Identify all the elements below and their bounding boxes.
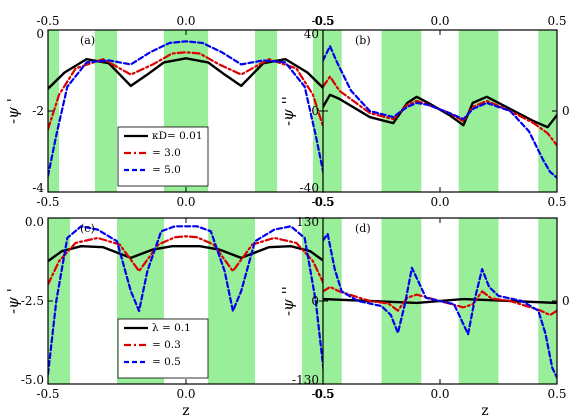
panel-c-x-tick-label-2: 0.5: [314, 387, 333, 401]
panel-a-legend-entry-2: = 5.0: [152, 164, 181, 176]
panel-a-series-2-line: [48, 40, 324, 177]
panel-b-y-tick-label-2: -40: [300, 181, 319, 195]
x-axis-label-bottom-right: z: [481, 403, 488, 419]
panel-c-y-tick-label-1: -2.5: [21, 294, 44, 308]
panel-a-y-tick-label-2: -4: [32, 181, 44, 195]
panel-c-series-group: [48, 225, 324, 376]
panel-a-x-tick-label-top-2: 0.5: [314, 14, 333, 28]
panel-b-x-tick-label-top-2: 0.5: [547, 14, 566, 28]
panel-d-shaded-band-3: [538, 218, 557, 384]
panel-b-shaded-band-0: [323, 30, 342, 192]
panel-d-x-tick-label-2: 0.5: [547, 387, 566, 401]
panel-c: -0.5 0.0 0.5 0.0 -2.5 -5.0 -ψ ' (c) λ = 0.1 = 0.3…: [4, 215, 334, 401]
panel-a-legend-entry-0: κD= 0.01: [152, 130, 203, 142]
panel-c-legend-entry-0: λ = 0.1: [152, 322, 191, 334]
panel-a-shaded-band-3: [255, 30, 278, 192]
panel-c-y-tick-label-0: 0.0: [25, 215, 44, 229]
panel-d-series-2-line: [323, 232, 557, 379]
panel-d-shaded-band-0: [323, 218, 342, 384]
panel-d-y-axis-label: -ψ '': [279, 286, 297, 316]
panel-a-x-tick-label-top-0: -0.5: [36, 14, 59, 28]
panel-d-label: (d): [355, 222, 371, 235]
panel-a-y-tick-label-0: 0: [36, 27, 44, 41]
panel-d-right-label: 0: [562, 294, 570, 308]
panel-c-x-tick-label-1: 0.0: [176, 387, 195, 401]
panel-b-label: (b): [355, 34, 371, 47]
panel-d-y-tick-label-0: 130: [296, 215, 319, 229]
panel-b-x-tick-label-2: 0.5: [547, 195, 566, 209]
panel-c-label: (c): [80, 222, 95, 235]
panel-b-x-tick-label-top-0: -0.5: [311, 14, 334, 28]
panel-c-series-1-line: [48, 235, 324, 286]
panel-a-y-axis-label: -ψ ': [4, 98, 22, 124]
panel-c-y-tick-label-2: -5.0: [21, 373, 44, 387]
panel-d: -0.5 0.0 0.5 130 0 -130 0 -ψ '' (d): [279, 215, 570, 401]
x-axis-label-bottom-left: z: [182, 403, 189, 419]
panel-b-shaded-band-2: [458, 30, 499, 192]
panel-b-x-tick-label-top-1: 0.0: [430, 14, 449, 28]
panel-a-x-tick-label-2: 0.5: [314, 195, 333, 209]
panel-a-x-tick-label-1: 0.0: [176, 195, 195, 209]
panel-b-series-group: [323, 45, 557, 179]
panel-a-series-group: [48, 40, 324, 177]
panel-b-y-tick-label-1: 0: [311, 104, 319, 118]
panel-b-shaded-band-3: [538, 30, 557, 192]
panel-a-shaded-band-1: [94, 30, 117, 192]
panel-b-y-tick-label-0: 40: [304, 27, 319, 41]
panel-a: -0.5 -0.5 0.0 0.0 0.5 0.5 0 -2 -4 -ψ ' (a) κD= 0.01…: [4, 14, 334, 209]
panel-c-x-tick-label-0: -0.5: [36, 387, 59, 401]
panel-c-shaded-band-3: [301, 218, 324, 384]
panel-a-y-tick-label-1: -2: [32, 104, 44, 118]
panel-c-y-axis-label: -ψ ': [4, 288, 22, 314]
panel-a-legend: κD= 0.01 = 3.0 = 5.0: [117, 126, 209, 187]
panel-c-series-2-line: [48, 225, 324, 376]
panel-a-label: (a): [80, 34, 95, 47]
panel-d-y-tick-label-2: -130: [292, 373, 319, 387]
panel-d-y-tick-label-1: 0: [311, 294, 319, 308]
panel-d-x-tick-label-0: -0.5: [311, 387, 334, 401]
panel-a-x-tick-label-0: -0.5: [36, 195, 59, 209]
panel-a-x-tick-label-top-1: 0.0: [176, 14, 195, 28]
panel-b-y-axis-label: -ψ '': [279, 96, 297, 126]
panel-b-right-label: 0: [562, 104, 570, 118]
panel-d-series-group: [323, 232, 557, 379]
panel-c-series-0-line: [48, 245, 324, 263]
panel-a-legend-entry-1: = 3.0: [152, 147, 181, 159]
panel-d-x-tick-label-1: 0.0: [430, 387, 449, 401]
panel-b-x-tick-label-0: -0.5: [311, 195, 334, 209]
panel-c-legend: λ = 0.1 = 0.3 = 0.5: [117, 318, 209, 379]
panel-c-legend-entry-2: = 0.5: [152, 356, 181, 368]
panel-b-series-2-line: [323, 45, 557, 179]
panel-b-x-tick-label-1: 0.0: [430, 195, 449, 209]
panel-a-series-0-line: [48, 57, 324, 90]
panel-c-legend-entry-1: = 0.3: [152, 339, 181, 351]
